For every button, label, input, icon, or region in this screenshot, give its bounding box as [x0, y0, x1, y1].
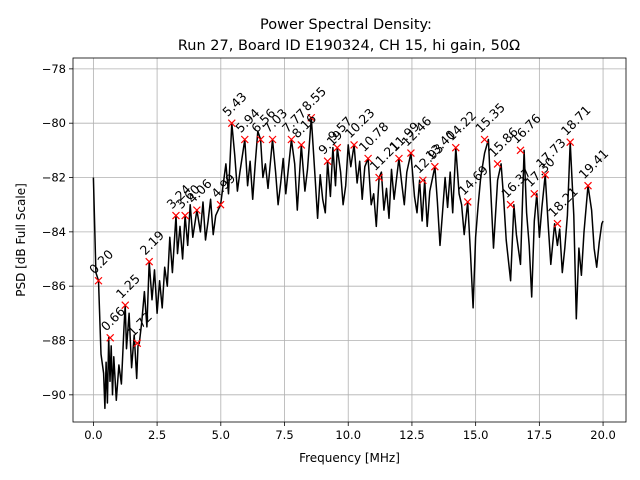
peak-markers [94, 113, 592, 348]
peak-marker [493, 160, 502, 168]
peak-marker [297, 141, 306, 149]
x-tick-label: 17.5 [527, 428, 553, 442]
y-tick-label: −80 [42, 116, 66, 130]
x-axis-label: Frequency [MHz] [299, 451, 400, 465]
peak-marker [333, 143, 342, 152]
peak-marker [256, 135, 265, 144]
peak-marker [121, 301, 130, 310]
psd-line [92, 117, 604, 410]
y-tick-label: −90 [42, 388, 66, 402]
peak-marker [463, 198, 472, 206]
x-tick-label: 20.0 [590, 428, 616, 442]
peak-marker [323, 157, 332, 166]
peak-marker [418, 176, 427, 185]
peak-marker [307, 113, 316, 122]
peak-marker [406, 149, 415, 157]
x-tick-label: 2.5 [148, 428, 166, 442]
peak-marker [375, 173, 383, 182]
peak-marker [566, 138, 575, 147]
peak-marker [192, 206, 201, 215]
peak-marker [227, 119, 236, 128]
x-tick-label: 0.0 [84, 428, 102, 442]
peak-marker [145, 257, 154, 266]
peak-marker [106, 333, 115, 342]
x-axis-ticks: 0.0 2.5 5.0 7.5 10.0 12.5 15.0 17.5 20.0 [84, 422, 616, 442]
chart-title-line-1: Power Spectral Density: [260, 17, 432, 33]
peak-marker [553, 219, 562, 228]
y-axis-ticks: −90 −88 −86 −84 −82 −80 −78 [42, 62, 73, 402]
peak-marker [287, 135, 296, 144]
y-tick-label: −84 [42, 225, 66, 239]
y-axis-label: PSD [dB Full Scale] [14, 183, 28, 297]
peak-marker [133, 339, 142, 348]
plot-area-frame [72, 57, 627, 423]
peak-marker [172, 211, 180, 220]
peak-marker [541, 170, 550, 179]
peak-marker [516, 146, 525, 155]
chart-title-line-2: Run 27, Board ID E190324, CH 15, hi gain… [178, 38, 520, 54]
peak-marker [530, 189, 539, 198]
peak-marker [181, 211, 190, 220]
peak-marker [430, 162, 439, 171]
x-tick-label: 7.5 [275, 428, 293, 442]
peak-marker [350, 141, 359, 149]
y-tick-label: −78 [42, 62, 66, 76]
peak-marker [216, 200, 225, 209]
x-tick-label: 10.0 [335, 428, 361, 442]
y-tick-label: −82 [42, 171, 66, 185]
psd-series [92, 117, 604, 410]
peak-marker [451, 143, 460, 152]
peak-marker [584, 181, 592, 190]
y-tick-label: −86 [42, 279, 66, 293]
peak-marker [395, 154, 403, 163]
peak-marker [480, 135, 489, 144]
x-tick-label: 15.0 [463, 428, 489, 442]
peak-marker [364, 154, 373, 163]
peak-marker [268, 135, 277, 144]
y-tick-label: −88 [42, 334, 66, 348]
x-tick-label: 12.5 [399, 428, 425, 442]
peak-marker [240, 135, 249, 144]
peak-marker [506, 200, 515, 209]
x-tick-label: 5.0 [212, 428, 230, 442]
peak-marker [94, 276, 103, 285]
